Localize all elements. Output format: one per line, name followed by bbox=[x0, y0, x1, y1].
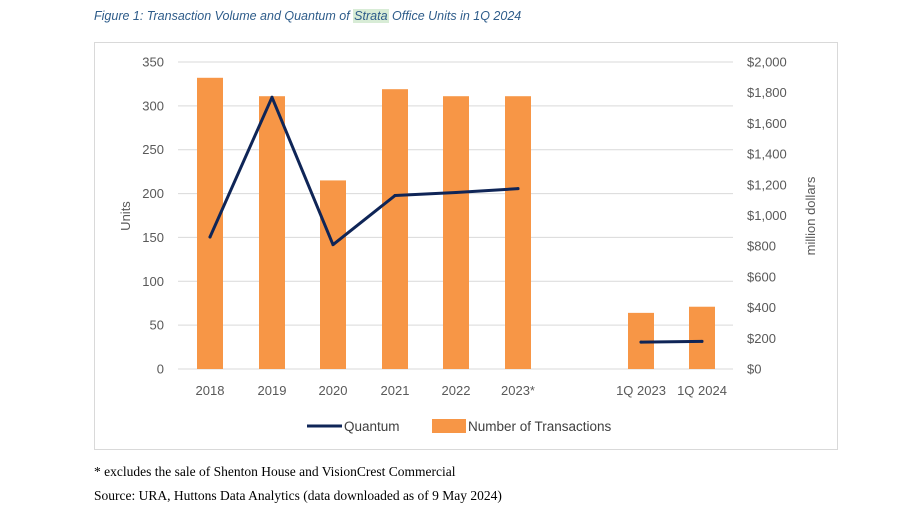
figure-title-highlight: Strata bbox=[353, 9, 389, 23]
y-axis-title: Units bbox=[118, 201, 133, 231]
quantum-point bbox=[270, 95, 274, 99]
bar-2019 bbox=[259, 96, 285, 370]
y2-tick-label: $1,800 bbox=[747, 85, 787, 100]
y-tick-label: 0 bbox=[157, 362, 164, 377]
x-tick-label: 2023* bbox=[501, 383, 535, 398]
bar-2021 bbox=[382, 89, 408, 369]
x-tick-label: 1Q 2024 bbox=[677, 383, 727, 398]
quantum-point bbox=[516, 187, 520, 191]
y-tick-label: 300 bbox=[142, 98, 164, 113]
axis-ticks: 0 50 100 150 200 250 300 350 $0 $200 $400 $600 $800 $… bbox=[142, 55, 786, 399]
x-tick-label: 2022 bbox=[442, 383, 471, 398]
y2-tick-label: $1,400 bbox=[747, 147, 787, 162]
y2-tick-label: $800 bbox=[747, 239, 776, 254]
quantum-line-segment-1 bbox=[208, 95, 520, 247]
bar-1q-2024 bbox=[689, 306, 715, 369]
y2-axis-title: million dollars bbox=[803, 176, 818, 255]
y2-tick-label: $1,600 bbox=[747, 116, 787, 131]
quantum-line-segment-2 bbox=[639, 339, 704, 344]
y2-tick-label: $200 bbox=[747, 331, 776, 346]
bar-2018 bbox=[197, 77, 223, 369]
x-tick-label: 2018 bbox=[196, 383, 225, 398]
bar-2022 bbox=[443, 96, 469, 370]
x-tick-label: 2021 bbox=[381, 383, 410, 398]
figure-title-post: Office Units in 1Q 2024 bbox=[388, 9, 522, 23]
quantum-point bbox=[393, 194, 397, 198]
y2-tick-label: $1,200 bbox=[747, 177, 787, 192]
quantum-point bbox=[331, 243, 335, 247]
y-tick-label: 200 bbox=[142, 186, 164, 201]
x-tick-label: 2019 bbox=[258, 383, 287, 398]
legend-transactions-label: Number of Transactions bbox=[468, 419, 612, 434]
chart-frame bbox=[94, 42, 838, 450]
y-tick-label: 100 bbox=[142, 274, 164, 289]
y-tick-label: 150 bbox=[142, 230, 164, 245]
y-tick-label: 250 bbox=[142, 142, 164, 157]
quantum-point bbox=[208, 235, 212, 239]
y2-tick-label: $600 bbox=[747, 269, 776, 284]
source-note: Source: URA, Huttons Data Analytics (dat… bbox=[94, 488, 502, 503]
bar-2023- bbox=[505, 96, 531, 370]
bars bbox=[197, 77, 715, 370]
y-tick-label: 50 bbox=[150, 318, 164, 333]
figure-title-pre: Figure 1: Transaction Volume and Quantum… bbox=[94, 9, 354, 23]
legend-transactions-swatch bbox=[432, 419, 466, 433]
quantum-point bbox=[700, 339, 704, 343]
legend: Quantum Number of Transactions bbox=[307, 419, 612, 434]
y2-tick-label: $2,000 bbox=[747, 55, 787, 70]
quantum-point bbox=[454, 190, 458, 194]
figure-title: Figure 1: Transaction Volume and Quantum… bbox=[94, 9, 521, 23]
legend-quantum-label: Quantum bbox=[344, 419, 400, 434]
x-tick-label: 1Q 2023 bbox=[616, 383, 666, 398]
y2-tick-label: $1,000 bbox=[747, 208, 787, 223]
footnote: * excludes the sale of Shenton House and… bbox=[94, 464, 456, 479]
bar-2020 bbox=[320, 180, 346, 369]
quantum-point bbox=[639, 340, 643, 344]
y2-tick-label: $0 bbox=[747, 362, 761, 377]
x-tick-label: 2020 bbox=[319, 383, 348, 398]
y-tick-label: 350 bbox=[142, 55, 164, 70]
quantum-line bbox=[208, 95, 704, 344]
y2-tick-label: $400 bbox=[747, 300, 776, 315]
